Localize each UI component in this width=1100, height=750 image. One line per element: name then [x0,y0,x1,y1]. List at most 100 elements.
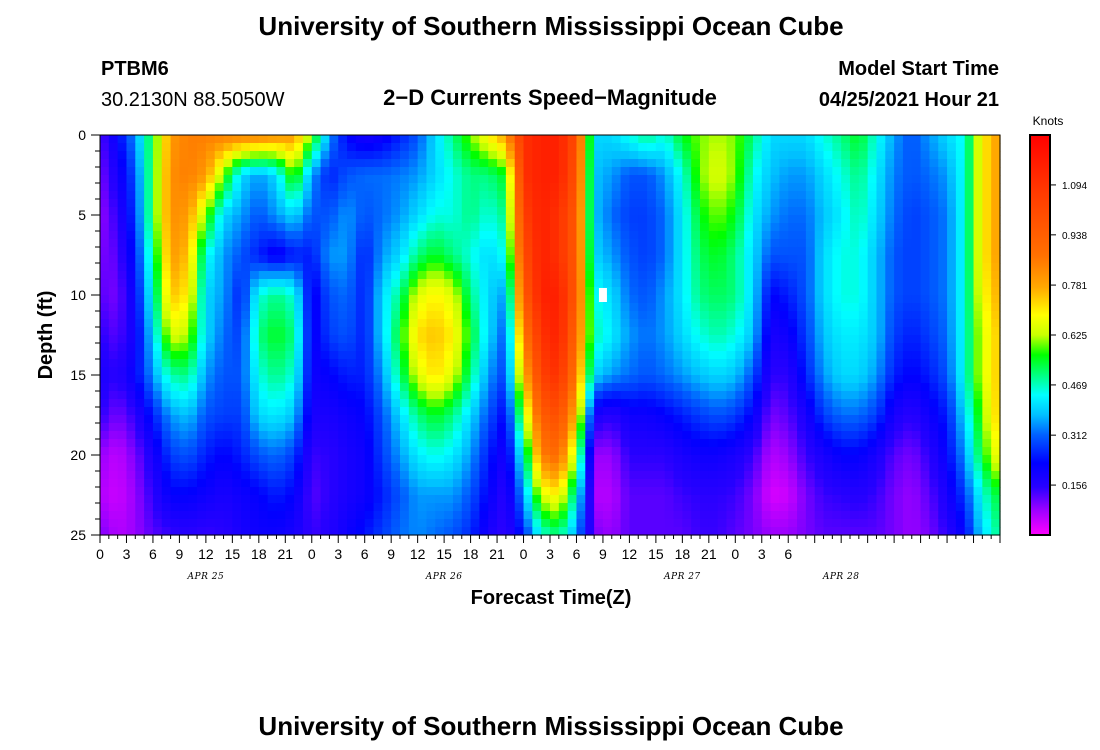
heatmap-cell [938,463,948,472]
heatmap-cell [973,239,983,248]
heatmap-cell [726,223,736,232]
heatmap-cell [250,519,260,528]
heatmap-cell [479,439,489,448]
heatmap-cell [947,263,957,272]
heatmap-cell [558,215,569,224]
heatmap-cell [214,199,225,208]
heatmap-cell [929,359,939,368]
heatmap-cell [805,511,816,520]
heatmap-cell [841,223,851,232]
heatmap-cell [550,207,560,216]
heatmap-cell [135,375,145,384]
heatmap-cell [373,423,383,432]
heatmap-cell [364,423,375,432]
heatmap-cell [214,311,225,320]
heatmap-cell [152,415,163,424]
heatmap-cell [929,487,939,496]
heatmap-cell [347,519,357,528]
heatmap-cell [885,159,895,168]
heatmap-cell [647,367,657,376]
heatmap-cell [567,199,578,208]
heatmap-cell [541,359,551,368]
heatmap-cell [532,199,542,208]
heatmap-cell [567,375,578,384]
heatmap-cell [382,175,392,184]
heatmap-cell [311,463,322,472]
heatmap-cell [594,191,604,200]
heatmap-cell [444,367,454,376]
heatmap-cell [400,503,410,512]
heatmap-cell [479,471,489,480]
heatmap-cell [947,495,957,504]
heatmap-cell [673,199,683,208]
heatmap-cell [276,303,286,312]
heatmap-cell [929,463,939,472]
heatmap-cell [426,287,436,296]
heatmap-cell [276,223,286,232]
heatmap-cell [814,359,825,368]
heatmap-cell [726,279,736,288]
heatmap-cell [532,439,542,448]
heatmap-cell [117,199,128,208]
heatmap-cell [902,375,913,384]
heatmap-cell [426,415,436,424]
heatmap-cell [108,455,119,464]
heatmap-cell [788,391,798,400]
heatmap-cell [550,447,560,456]
heatmap-cell [179,223,189,232]
heatmap-cell [214,327,225,336]
heatmap-cell [585,383,595,392]
heatmap-cell [902,167,913,176]
heatmap-cell [938,375,948,384]
heatmap-cell [408,471,419,480]
heatmap-cell [761,439,772,448]
heatmap-cell [611,423,622,432]
heatmap-cell [841,343,851,352]
heatmap-cell [585,191,595,200]
heatmap-cell [717,287,728,296]
heatmap-cell [797,455,807,464]
heatmap-cell [276,319,286,328]
heatmap-cell [682,183,692,192]
heatmap-cell [744,175,754,184]
heatmap-cell [470,431,481,440]
heatmap-cell [505,351,516,360]
heatmap-cell [735,215,745,224]
heatmap-cell [867,391,878,400]
heatmap-cell [823,375,833,384]
heatmap-cell [744,335,754,344]
heatmap-cell [938,247,948,256]
heatmap-cell [152,359,163,368]
heatmap-cell [832,255,842,264]
heatmap-cell [232,463,242,472]
heatmap-cell [620,271,631,280]
heatmap-cell [100,495,110,504]
heatmap-cell [902,407,913,416]
heatmap-cell [100,391,110,400]
heatmap-cell [532,311,542,320]
heatmap-cell [320,375,331,384]
heatmap-cell [664,359,675,368]
heatmap-cell [214,287,225,296]
heatmap-cell [523,223,533,232]
heatmap-cell [205,247,216,256]
heatmap-cell [152,207,163,216]
heatmap-cell [850,503,860,512]
heatmap-cell [241,151,251,160]
heatmap-cell [355,519,366,528]
heatmap-cell [223,455,233,464]
heatmap-cell [682,487,692,496]
heatmap-cell [400,399,410,408]
heatmap-cell [558,455,569,464]
heatmap-cell [364,511,375,520]
heatmap-cell [558,423,569,432]
heatmap-cell [726,495,736,504]
heatmap-cell [752,271,763,280]
heatmap-cell [602,255,613,264]
heatmap-cell [814,327,825,336]
heatmap-cell [285,143,295,152]
heatmap-cell [435,463,445,472]
heatmap-cell [797,279,807,288]
heatmap-cell [302,151,313,160]
heatmap-cell [329,183,339,192]
